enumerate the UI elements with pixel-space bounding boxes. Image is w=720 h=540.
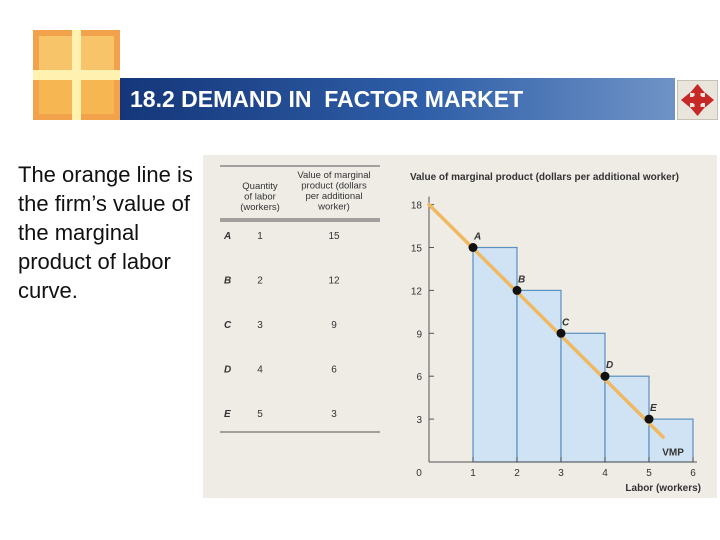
table-cell-labor: 2: [257, 276, 263, 287]
header-line: product (dollars: [301, 181, 367, 192]
point-label: A: [473, 232, 481, 243]
logo: [33, 30, 120, 120]
table-cell-vmp: 12: [328, 276, 340, 287]
table-rows: A 1 15 B 2 12 C 3 9 D 4 6 E 5 3: [223, 231, 340, 420]
slide-title: 18.2 DEMAND IN FACTOR MARKET: [130, 86, 524, 112]
table-cell-vmp: 6: [331, 365, 337, 376]
table-row-label: A: [223, 231, 231, 242]
vmp-table: Quantity of labor (workers) Value of margi…: [220, 165, 380, 433]
header-line: per additional: [305, 191, 362, 202]
header-line: Quantity: [242, 181, 278, 192]
y-tick-label: 12: [411, 286, 423, 297]
chart-bars: [472, 246, 694, 463]
point-label: D: [606, 360, 613, 371]
x-tick-label: 2: [514, 468, 520, 479]
table-row-label: D: [224, 365, 231, 376]
table-cell-vmp: 15: [328, 231, 340, 242]
table-cell-labor: 5: [257, 409, 263, 420]
chart-bar: [560, 332, 606, 463]
chart-point: [468, 243, 478, 252]
chart-point: [600, 371, 610, 381]
cross-window-logo-icon: [33, 30, 120, 120]
header-line: worker): [317, 202, 350, 213]
body-text: The orange line is the firm’s value of t…: [18, 162, 193, 303]
table-cell-labor: 3: [257, 320, 263, 331]
chart-y-axis-title: Value of marginal product (dollars per a…: [410, 172, 679, 183]
figure-svg: Quantity of labor (workers) Value of margi…: [220, 165, 701, 494]
x-tick-label: 1: [470, 468, 476, 479]
y-tick-label: 6: [416, 372, 422, 383]
y-tick-label: 9: [416, 329, 422, 340]
header-line: Value of marginal: [297, 170, 370, 181]
table-row-label: E: [224, 409, 231, 420]
chart-point: [644, 414, 654, 424]
nav-button[interactable]: [677, 80, 718, 120]
table-row-label: B: [224, 276, 231, 287]
chart-bar: [516, 289, 562, 463]
table-cell-labor: 1: [257, 231, 263, 242]
chart-bar: [604, 375, 650, 463]
table-cell-labor: 4: [257, 365, 263, 376]
y-tick-label: 15: [411, 244, 423, 255]
chart-bar: [472, 246, 518, 463]
x-tick-label: 4: [602, 468, 608, 479]
table-cell-vmp: 3: [331, 409, 337, 420]
table-cell-vmp: 9: [331, 320, 337, 331]
x-tick-label: 0: [416, 468, 422, 479]
table-row-label: C: [224, 320, 232, 331]
chart-point: [512, 285, 522, 295]
point-label: E: [650, 403, 657, 414]
table-header-vmp: Value of marginal product (dollars per add…: [297, 170, 370, 213]
x-tick-label: 3: [558, 468, 564, 479]
vmp-line-label: VMP: [662, 448, 684, 459]
chart-axes: [428, 196, 697, 463]
table-header-labor: Quantity of labor (workers): [240, 181, 280, 213]
title-bar: 18.2 DEMAND IN FACTOR MARKET: [120, 78, 675, 120]
chart-points: A B C D E: [468, 232, 657, 424]
chart-point: [556, 328, 566, 338]
point-label: B: [518, 274, 525, 285]
point-label: C: [562, 317, 570, 328]
y-tick-label: 3: [416, 415, 422, 426]
x-tick-label: 6: [690, 468, 696, 479]
header-line: (workers): [240, 202, 280, 213]
y-tick-label: 18: [411, 201, 423, 212]
four-way-arrow-icon: [681, 84, 714, 116]
vmp-line-group: VMP: [427, 202, 684, 459]
vmp-line: [427, 202, 665, 439]
x-tick-label: 5: [646, 468, 652, 479]
vmp-chart: Value of marginal product (dollars per a…: [410, 172, 701, 494]
figure-panel: Quantity of labor (workers) Value of margi…: [203, 155, 717, 498]
header-line: of labor: [244, 192, 276, 203]
chart-x-axis-title: Labor (workers): [625, 483, 701, 494]
